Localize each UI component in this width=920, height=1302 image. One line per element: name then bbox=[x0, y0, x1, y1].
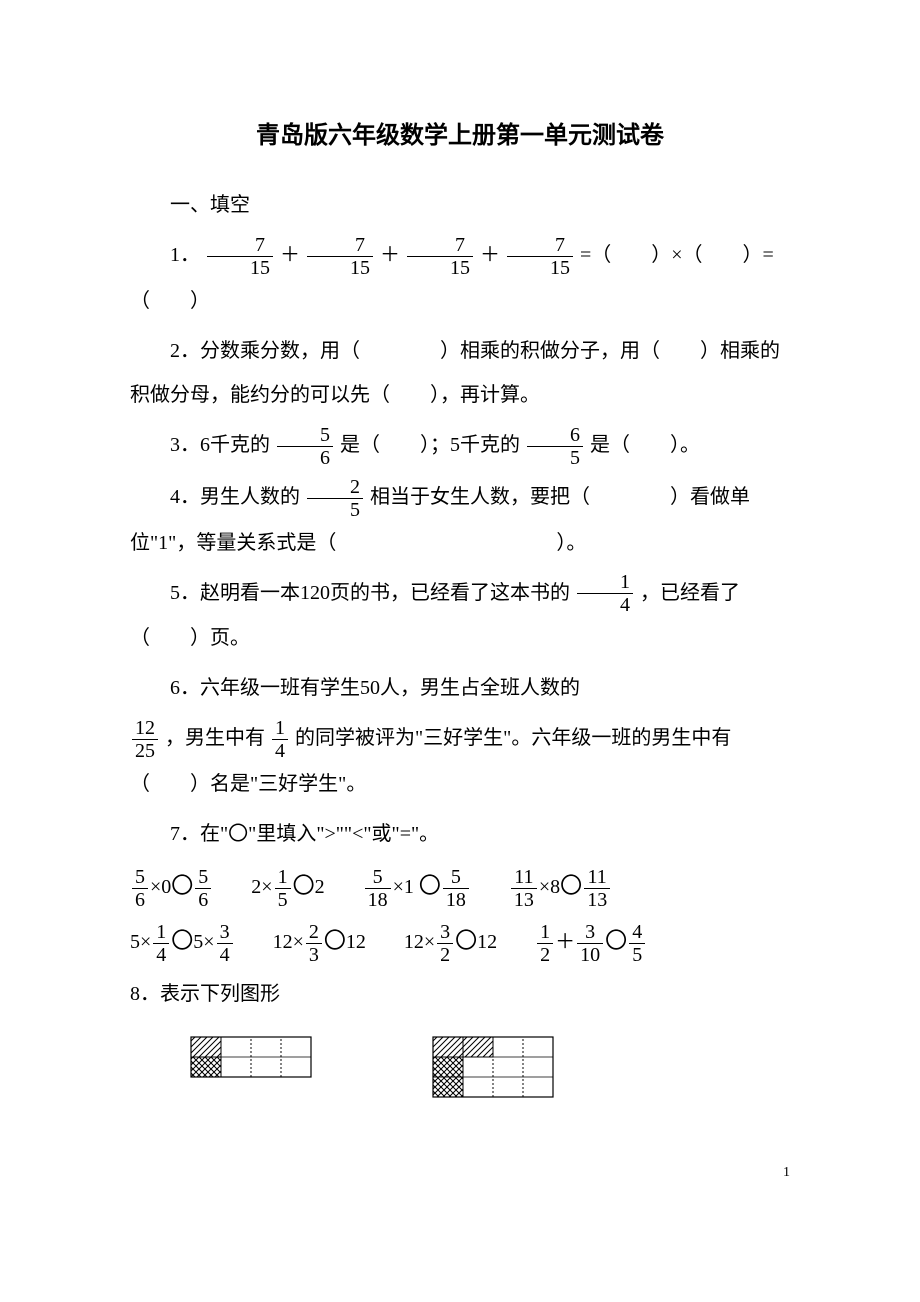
section-heading: 一、填空 bbox=[130, 183, 790, 227]
figure-right bbox=[432, 1036, 554, 1098]
figure-left bbox=[190, 1036, 312, 1078]
plus: ＋ bbox=[380, 244, 400, 266]
cmp-4: 1113×8〇1113 bbox=[509, 862, 612, 911]
document-title: 青岛版六年级数学上册第一单元测试卷 bbox=[130, 110, 790, 163]
q3-a: 3．6千克的 bbox=[170, 434, 270, 456]
fraction-7-15: 715 bbox=[207, 234, 273, 279]
compare-row-1: 56×0〇56 2×15〇2 518×1 〇518 1113×8〇1113 bbox=[130, 862, 790, 911]
q1-prefix: 1． bbox=[170, 244, 200, 266]
question-7: 7．在"〇"里填入">""<"或"="。 bbox=[130, 812, 790, 856]
question-8: 8．表示下列图形 bbox=[130, 972, 790, 1016]
cmp-1: 56×0〇56 bbox=[130, 862, 213, 911]
q3-c: 是（ ）。 bbox=[590, 434, 700, 456]
plus: ＋ bbox=[480, 244, 500, 266]
cmp-5: 5×14〇5×34 bbox=[130, 917, 235, 966]
cmp-3: 518×1 〇518 bbox=[363, 862, 471, 911]
q4-a: 4．男生人数的 bbox=[170, 486, 300, 508]
q6-b: ，男生中有 bbox=[165, 727, 265, 749]
cmp-2: 2×15〇2 bbox=[251, 862, 324, 911]
page: 青岛版六年级数学上册第一单元测试卷 一、填空 1． 715 ＋ 715 ＋ 71… bbox=[0, 0, 920, 1249]
fraction-7-15: 715 bbox=[307, 234, 373, 279]
fraction-7-15: 715 bbox=[507, 234, 573, 279]
q3-b: 是（ ）；5千克的 bbox=[340, 434, 520, 456]
cmp-6: 12×23〇12 bbox=[273, 917, 366, 966]
plus: ＋ bbox=[280, 244, 300, 266]
question-5: 5．赵明看一本120页的书，已经看了这本书的 14 ，已经看了（ ）页。 bbox=[130, 571, 790, 661]
fraction-1-4: 14 bbox=[272, 717, 288, 762]
compare-row-2: 5×14〇5×34 12×23〇12 12×32〇12 12＋310〇45 bbox=[130, 917, 790, 966]
question-6-cont: 1225 ，男生中有 14 的同学被评为"三好学生"。六年级一班的男生中有（ ）… bbox=[130, 716, 790, 806]
fraction-7-15: 715 bbox=[407, 234, 473, 279]
fraction-12-25: 1225 bbox=[132, 717, 158, 762]
figures-row bbox=[190, 1036, 790, 1098]
cmp-8: 12＋310〇45 bbox=[535, 917, 647, 966]
fraction-5-6: 56 bbox=[277, 424, 333, 469]
question-1: 1． 715 ＋ 715 ＋ 715 ＋ 715 =（ ）×（ ）=（ ） bbox=[130, 233, 790, 323]
q5-a: 5．赵明看一本120页的书，已经看了这本书的 bbox=[170, 582, 575, 604]
q6-a: 6．六年级一班有学生50人，男生占全班人数的 bbox=[170, 677, 580, 699]
page-number: 1 bbox=[130, 1158, 790, 1189]
question-2: 2．分数乘分数，用（ ）相乘的积做分子，用（ ）相乘的积做分母，能约分的可以先（… bbox=[130, 329, 790, 417]
cmp-7: 12×32〇12 bbox=[404, 917, 497, 966]
fraction-6-5: 65 bbox=[527, 424, 583, 469]
fraction-2-5: 25 bbox=[307, 476, 363, 521]
question-3: 3．6千克的 56 是（ ）；5千克的 65 是（ ）。 bbox=[130, 423, 790, 469]
fraction-1-4: 14 bbox=[577, 571, 633, 616]
question-6: 6．六年级一班有学生50人，男生占全班人数的 bbox=[130, 666, 790, 710]
question-4: 4．男生人数的 25 相当于女生人数，要把（ ）看做单位"1"，等量关系式是（ … bbox=[130, 475, 790, 565]
